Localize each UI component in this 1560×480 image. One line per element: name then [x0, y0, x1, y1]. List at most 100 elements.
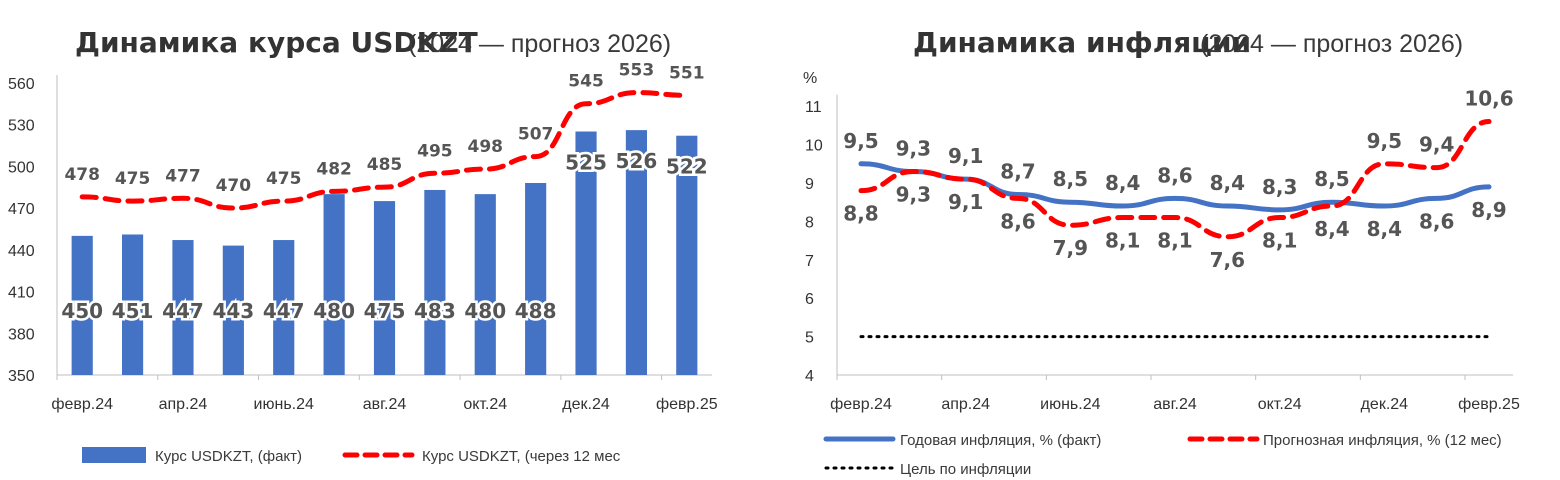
usdkzt-bar: [121, 234, 144, 375]
usdkzt-forecast-value-label: 545: [568, 72, 604, 92]
usdkzt-legend-forecast-label: Курс USDKZT, (через 12 мес: [422, 448, 621, 465]
inflation-forecast-value-label: 8,1: [1105, 229, 1140, 253]
usdkzt-bar: [676, 135, 698, 375]
usdkzt-chart-title: Динамика курса USDKZT: [75, 26, 478, 59]
usdkzt-bar: [323, 194, 345, 375]
usdkzt-bar-value-label: 480: [313, 299, 355, 323]
usdkzt-y-tick-label: 560: [8, 76, 35, 93]
usdkzt-bar-value-label: 450: [61, 299, 103, 323]
inflation-forecast-value-label: 7,6: [1210, 248, 1245, 272]
usdkzt-bar-value-label: 447: [162, 299, 204, 323]
inflation-actual-value-label: 8,7: [1000, 160, 1035, 184]
usdkzt-forecast-value-label: 475: [266, 169, 302, 189]
inflation-y-tick-label: 9: [805, 176, 814, 193]
inflation-forecast-value-label: 8,8: [843, 202, 878, 226]
inflation-y-tick-label: 8: [805, 214, 814, 231]
usdkzt-bar-value-label: 488: [515, 299, 557, 323]
usdkzt-x-tick-label: дек.24: [562, 396, 610, 413]
inflation-actual-value-label: 8,6: [1157, 163, 1192, 187]
inflation-forecast-value-label: 7,9: [1053, 236, 1088, 260]
usdkzt-bar: [474, 194, 496, 375]
usdkzt-forecast-value-label: 482: [316, 159, 352, 179]
usdkzt-bar-value-label: 475: [364, 299, 406, 323]
inflation-actual-value-label: 8,5: [1053, 167, 1088, 191]
usdkzt-y-tick-label: 380: [8, 326, 35, 343]
usdkzt-bar: [373, 201, 396, 375]
usdkzt-bar-value-label: 451: [112, 299, 154, 323]
inflation-y-tick-label: 5: [805, 330, 814, 347]
usdkzt-bar: [424, 189, 446, 375]
usdkzt-forecast-value-label: 507: [518, 125, 554, 145]
inflation-actual-value-label: 9,5: [843, 129, 878, 153]
usdkzt-bar: [625, 130, 648, 375]
inflation-actual-value-label: 9,1: [948, 144, 983, 168]
inflation-actual-value-label: 8,5: [1314, 167, 1349, 191]
inflation-forecast-value-label: 10,6: [1464, 87, 1513, 111]
usdkzt-forecast-value-label: 475: [115, 169, 151, 189]
usdkzt-bar-value-label: 447: [263, 299, 305, 323]
inflation-chart-title: Динамика инфляции: [913, 26, 1251, 59]
inflation-actual-line: [858, 161, 1492, 213]
inflation-x-tick-label: авг.24: [1153, 396, 1197, 413]
inflation-x-tick-label: дек.24: [1361, 396, 1409, 413]
inflation-actual-value-label: 8,4: [1367, 217, 1402, 241]
usdkzt-x-tick-label: окт.24: [463, 396, 507, 413]
usdkzt-forecast-line: [79, 90, 690, 211]
usdkzt-y-tick-label: 470: [8, 201, 35, 218]
inflation-y-tick-label: 11: [805, 99, 822, 116]
inflation-x-tick-label: окт.24: [1258, 396, 1302, 413]
usdkzt-y-tick-label: 530: [8, 118, 35, 135]
usdkzt-forecast-value-label: 495: [417, 141, 453, 161]
inflation-actual-value-label: 8,6: [1419, 209, 1454, 233]
usdkzt-x-tick-label: февр.25: [656, 396, 718, 413]
usdkzt-chart-subtitle: (2024 — прогноз 2026): [408, 30, 671, 58]
usdkzt-x-tick-label: июнь.24: [254, 396, 314, 413]
inflation-x-tick-label: апр.24: [941, 396, 990, 413]
usdkzt-bar: [222, 245, 244, 375]
usdkzt-chart: 350 380 410 440 470 500 530 560 февр.24 апр.24 июн…: [8, 61, 718, 465]
usdkzt-legend-bar-label: Курс USDKZT, (факт): [155, 448, 302, 465]
usdkzt-bar-value-label: 443: [212, 299, 254, 323]
inflation-forecast-value-label: 8,4: [1314, 217, 1349, 241]
usdkzt-forecast-value-label: 477: [165, 166, 201, 186]
inflation-forecast-value-label: 8,1: [1262, 229, 1297, 253]
usdkzt-y-tick-label: 440: [8, 243, 35, 260]
inflation-actual-value-label: 8,4: [1105, 171, 1140, 195]
usdkzt-bar: [575, 131, 597, 375]
inflation-forecast-value-label: 9,4: [1419, 133, 1454, 157]
inflation-y-tick-label: 6: [805, 291, 814, 308]
inflation-actual-value-label: 8,9: [1471, 198, 1506, 222]
inflation-legend-forecast-label: Прогнозная инфляция, % (12 мес): [1263, 432, 1502, 449]
inflation-y-unit: %: [803, 70, 817, 87]
inflation-actual-value-label: 9,3: [896, 136, 931, 160]
usdkzt-bar-value-label: 480: [464, 299, 506, 323]
inflation-x-tick-label: февр.25: [1458, 396, 1520, 413]
inflation-forecast-value-label: 8,6: [1000, 209, 1035, 233]
usdkzt-y-tick-label: 410: [8, 285, 35, 302]
inflation-actual-value-label: 8,3: [1262, 175, 1297, 199]
usdkzt-forecast-value-label: 553: [619, 61, 655, 81]
usdkzt-x-tick-label: авг.24: [363, 396, 407, 413]
usdkzt-forecast-value-label: 485: [367, 155, 403, 175]
usdkzt-bar-value-label: 522: [666, 155, 708, 179]
inflation-forecast-value-label: 9,5: [1367, 129, 1402, 153]
inflation-forecast-line: [858, 119, 1492, 240]
inflation-chart-subtitle: (2024 — прогноз 2026): [1200, 30, 1463, 58]
inflation-forecast-value-label: 8,1: [1157, 229, 1192, 253]
inflation-forecast-value-label: 9,3: [896, 182, 931, 206]
usdkzt-y-tick-label: 350: [8, 368, 35, 385]
usdkzt-bar: [71, 235, 93, 375]
usdkzt-forecast-value-label: 498: [468, 137, 504, 157]
usdkzt-bar: [172, 240, 194, 375]
usdkzt-x-tick-label: февр.24: [51, 396, 113, 413]
inflation-forecast-value-label: 9,1: [948, 190, 983, 214]
usdkzt-forecast-value-label: 551: [669, 63, 705, 83]
usdkzt-forecast-value-label: 478: [64, 165, 100, 185]
usdkzt-bar-value-label: 526: [616, 149, 658, 173]
usdkzt-bar-value-label: 483: [414, 299, 456, 323]
inflation-x-tick-label: июнь.24: [1040, 396, 1100, 413]
usdkzt-bar: [273, 240, 295, 375]
inflation-y-tick-label: 10: [805, 138, 823, 155]
usdkzt-bar: [525, 183, 547, 375]
